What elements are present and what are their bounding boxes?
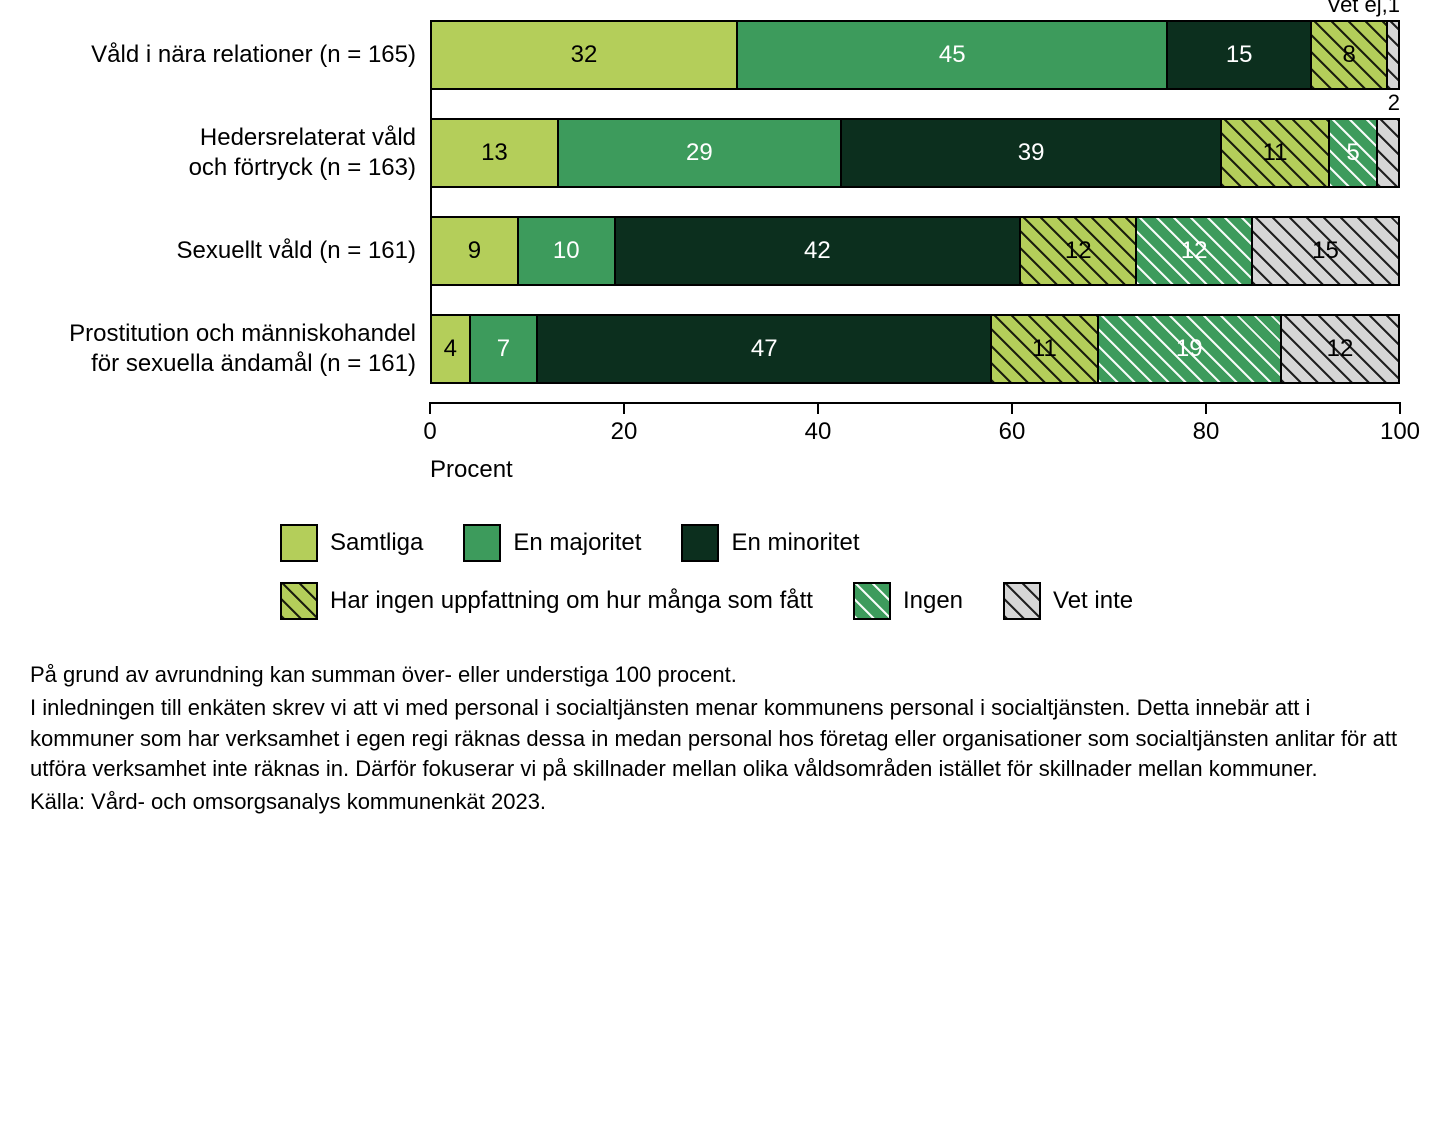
legend-label: Har ingen uppfattning om hur många som f… bbox=[330, 587, 813, 615]
legend-swatch bbox=[853, 582, 891, 620]
legend-item-majoritet: En majoritet bbox=[463, 524, 641, 562]
chart-row: Prostitution och människohandelför sexue… bbox=[30, 314, 1400, 384]
segment-value: 19 bbox=[1176, 335, 1203, 363]
legend-swatch bbox=[280, 582, 318, 620]
segment-value: 13 bbox=[481, 139, 508, 167]
axis-tick bbox=[623, 402, 625, 414]
category-label: Hedersrelaterat våldoch förtryck (n = 16… bbox=[30, 123, 430, 183]
bar-segment-vet_inte: 12 bbox=[1282, 316, 1398, 382]
footnote-line: På grund av avrundning kan summan över- … bbox=[30, 660, 1400, 691]
legend-swatch bbox=[681, 524, 719, 562]
footnote-line: Källa: Vård- och omsorgsanalys kommunenk… bbox=[30, 787, 1400, 818]
bar-segment-minoritet: 47 bbox=[538, 316, 992, 382]
segment-value: 12 bbox=[1065, 237, 1092, 265]
stacked-bar-chart: Våld i nära relationer (n = 165)Vet ej,1… bbox=[30, 20, 1400, 818]
category-label: Våld i nära relationer (n = 165) bbox=[30, 40, 430, 70]
bar-segment-har_ingen: 12 bbox=[1021, 218, 1137, 284]
bar-segment-samtliga: 9 bbox=[432, 218, 519, 284]
bar-segment-vet_inte bbox=[1378, 120, 1398, 186]
segment-value: 29 bbox=[686, 139, 713, 167]
segment-value: 12 bbox=[1327, 335, 1354, 363]
bar-segment-vet_inte bbox=[1388, 22, 1398, 88]
legend-item-samtliga: Samtliga bbox=[280, 524, 423, 562]
chart-row: Våld i nära relationer (n = 165)Vet ej,1… bbox=[30, 20, 1400, 90]
axis-tick bbox=[1011, 402, 1013, 414]
overflow-label: 2 bbox=[1388, 90, 1400, 116]
stacked-bar: 32 45 15 8 bbox=[430, 20, 1400, 90]
bar-segment-ingen: 5 bbox=[1330, 120, 1379, 186]
segment-value: 10 bbox=[553, 237, 580, 265]
chart-rows: Våld i nära relationer (n = 165)Vet ej,1… bbox=[30, 20, 1400, 384]
segment-value: 39 bbox=[1018, 139, 1045, 167]
bar-segment-majoritet: 45 bbox=[738, 22, 1168, 88]
legend-item-har_ingen: Har ingen uppfattning om hur många som f… bbox=[280, 582, 813, 620]
segment-value: 12 bbox=[1181, 237, 1208, 265]
stacked-bar: 4747111912 bbox=[430, 314, 1400, 384]
legend: Samtliga En majoritet En minoritet Har ing… bbox=[280, 524, 1400, 620]
bar-segment-samtliga: 13 bbox=[432, 120, 559, 186]
bar-segment-samtliga: 4 bbox=[432, 316, 471, 382]
category-label: Prostitution och människohandelför sexue… bbox=[30, 319, 430, 379]
legend-label: En minoritet bbox=[731, 529, 859, 557]
segment-value: 5 bbox=[1346, 139, 1359, 167]
segment-value: 11 bbox=[1263, 139, 1288, 167]
axis-tick-label: 20 bbox=[611, 418, 638, 446]
legend-label: En majoritet bbox=[513, 529, 641, 557]
segment-value: 45 bbox=[939, 41, 966, 69]
segment-value: 15 bbox=[1312, 237, 1339, 265]
bar-segment-har_ingen: 8 bbox=[1312, 22, 1389, 88]
legend-swatch bbox=[463, 524, 501, 562]
legend-label: Ingen bbox=[903, 587, 963, 615]
chart-row: Hedersrelaterat våldoch förtryck (n = 16… bbox=[30, 118, 1400, 188]
overflow-label: Vet ej,1 bbox=[1327, 0, 1400, 18]
legend-label: Samtliga bbox=[330, 529, 423, 557]
segment-value: 15 bbox=[1226, 41, 1253, 69]
axis-tick bbox=[429, 402, 431, 414]
segment-value: 9 bbox=[468, 237, 481, 265]
bar-segment-minoritet: 42 bbox=[616, 218, 1022, 284]
bar-segment-majoritet: 7 bbox=[471, 316, 539, 382]
axis-tick-label: 60 bbox=[999, 418, 1026, 446]
stacked-bar: 13 29 39 11 5 bbox=[430, 118, 1400, 188]
segment-value: 47 bbox=[751, 335, 778, 363]
axis-tick-label: 40 bbox=[805, 418, 832, 446]
axis-tick-label: 100 bbox=[1380, 418, 1420, 446]
legend-swatch bbox=[280, 524, 318, 562]
axis-tick bbox=[1205, 402, 1207, 414]
legend-item-minoritet: En minoritet bbox=[681, 524, 859, 562]
axis-tick bbox=[1399, 402, 1401, 414]
footnotes: På grund av avrundning kan summan över- … bbox=[30, 660, 1400, 818]
segment-value: 8 bbox=[1342, 41, 1355, 69]
axis-tick-label: 80 bbox=[1193, 418, 1220, 446]
bar-segment-majoritet: 29 bbox=[559, 120, 842, 186]
stacked-bar: 9 10 42 12 12 15 bbox=[430, 216, 1400, 286]
bar-segment-majoritet: 10 bbox=[519, 218, 616, 284]
bar-segment-ingen: 19 bbox=[1099, 316, 1283, 382]
bar-segment-har_ingen: 11 bbox=[992, 316, 1098, 382]
segment-value: 42 bbox=[804, 237, 831, 265]
chart-row: Sexuellt våld (n = 161) 9 10 42 12 12 15 bbox=[30, 216, 1400, 286]
legend-swatch bbox=[1003, 582, 1041, 620]
segment-value: 7 bbox=[497, 335, 510, 363]
bar-segment-samtliga: 32 bbox=[432, 22, 738, 88]
axis-tick-label: 0 bbox=[423, 418, 436, 446]
segment-value: 32 bbox=[571, 41, 598, 69]
category-label: Sexuellt våld (n = 161) bbox=[30, 236, 430, 266]
legend-item-vet_inte: Vet inte bbox=[1003, 582, 1133, 620]
bar-segment-har_ingen: 11 bbox=[1222, 120, 1329, 186]
legend-label: Vet inte bbox=[1053, 587, 1133, 615]
bar-segment-vet_inte: 15 bbox=[1253, 218, 1398, 284]
bar-segment-ingen: 12 bbox=[1137, 218, 1253, 284]
bar-segment-minoritet: 39 bbox=[842, 120, 1223, 186]
legend-item-ingen: Ingen bbox=[853, 582, 963, 620]
bar-segment-minoritet: 15 bbox=[1168, 22, 1311, 88]
footnote-line: I inledningen till enkäten skrev vi att … bbox=[30, 693, 1400, 785]
axis-tick bbox=[817, 402, 819, 414]
segment-value: 11 bbox=[1032, 335, 1057, 363]
segment-value: 4 bbox=[444, 335, 457, 363]
